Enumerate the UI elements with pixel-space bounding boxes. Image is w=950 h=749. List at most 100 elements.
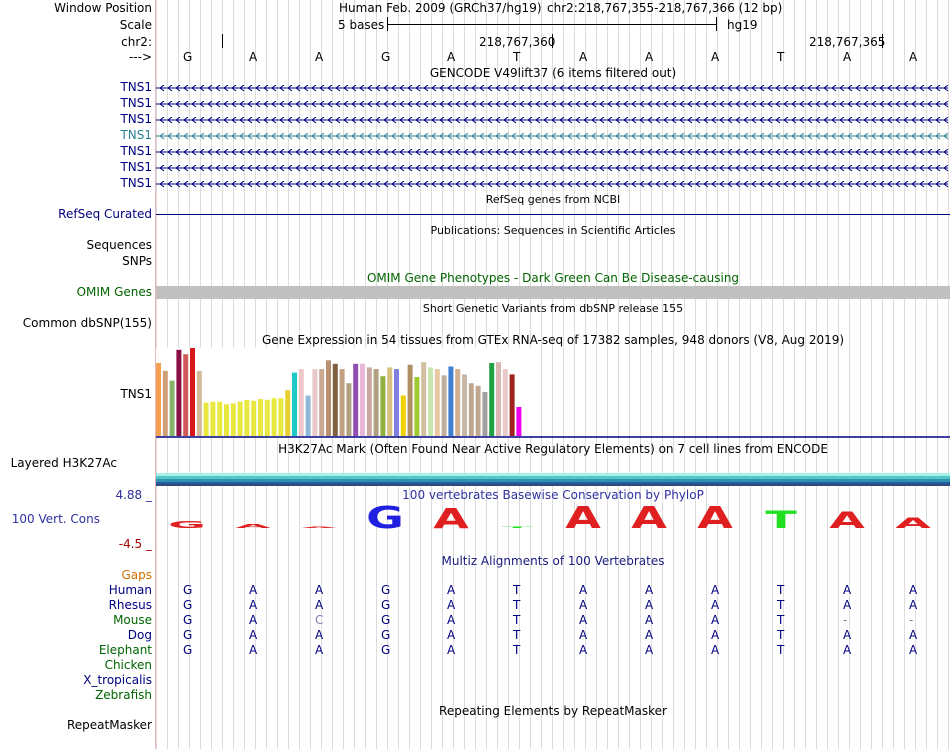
dbsnp-title[interactable]: Short Genetic Variants from dbSNP releas… (422, 302, 684, 315)
gtex-bar[interactable] (462, 374, 467, 436)
gtex-bar[interactable] (251, 400, 257, 436)
gene-label-tns1[interactable]: TNS1 (120, 96, 152, 110)
gtex-bar[interactable] (482, 392, 488, 436)
gtex-bar[interactable] (421, 362, 427, 436)
gene-label-tns1[interactable]: TNS1 (120, 160, 152, 174)
gtex-bar[interactable] (278, 398, 284, 436)
gtex-bar[interactable] (169, 380, 175, 436)
gtex-bar[interactable] (373, 369, 379, 436)
omim-label[interactable]: OMIM Genes (76, 285, 152, 299)
gene-feature[interactable] (156, 165, 948, 172)
track-area[interactable]: Human Feb. 2009 (GRCh37/hg19) chr2:218,7… (156, 0, 950, 749)
gene-feature[interactable] (156, 85, 948, 92)
dbsnp-label[interactable]: Common dbSNP(155) (22, 316, 152, 330)
species-label[interactable]: Dog (127, 628, 152, 642)
omim-feature[interactable] (156, 286, 950, 299)
cons-title[interactable]: 100 vertebrates Basewise Conservation by… (402, 488, 704, 502)
gtex-bar[interactable] (339, 369, 345, 436)
gene-label-tns1[interactable]: TNS1 (120, 144, 152, 158)
gtex-bar[interactable] (190, 348, 195, 436)
refseq-feature[interactable] (156, 214, 950, 215)
gtex-bar[interactable] (326, 360, 331, 436)
species-label[interactable]: X_tropicalis (83, 673, 152, 687)
species-label[interactable]: Human (108, 583, 152, 597)
gtex-bar[interactable] (230, 403, 236, 436)
gtex-bar[interactable] (489, 363, 495, 436)
window-position-label[interactable]: Window Position (54, 1, 152, 15)
gtex-bar[interactable] (441, 375, 447, 436)
gtex-bar[interactable] (502, 369, 508, 436)
gene-feature[interactable] (156, 117, 948, 124)
gtex-bar[interactable] (271, 398, 277, 436)
gtex-label[interactable]: TNS1 (120, 387, 152, 401)
gtex-bar-chart[interactable] (156, 345, 950, 440)
gene-feature[interactable] (156, 101, 948, 108)
gtex-bar[interactable] (475, 385, 481, 436)
publications-title[interactable]: Publications: Sequences in Scientific Ar… (430, 224, 676, 237)
multiz-title[interactable]: Multiz Alignments of 100 Vertebrates (441, 554, 665, 568)
gtex-bar[interactable] (387, 367, 393, 436)
gtex-bar[interactable] (264, 399, 270, 436)
gtex-bar[interactable] (414, 377, 420, 436)
gtex-bar[interactable] (183, 354, 189, 436)
gtex-bar[interactable] (332, 363, 338, 436)
gtex-bar[interactable] (455, 369, 461, 436)
gtex-bar[interactable] (366, 367, 372, 436)
species-label[interactable]: Mouse (113, 613, 152, 627)
species-label[interactable]: Elephant (98, 643, 152, 657)
chr-label[interactable]: chr2: (121, 35, 152, 49)
snps-label[interactable]: SNPs (122, 254, 152, 268)
gtex-bar[interactable] (407, 364, 413, 436)
cons-label[interactable]: 100 Vert. Cons (11, 512, 100, 526)
strand-arrow-label[interactable]: ---> (128, 50, 152, 64)
gene-feature[interactable] (156, 133, 948, 140)
gtex-bar[interactable] (428, 367, 433, 436)
gene-label-tns1[interactable]: TNS1 (120, 128, 152, 142)
omim-title[interactable]: OMIM Gene Phenotypes - Dark Green Can Be… (366, 271, 740, 285)
gtex-bar[interactable] (224, 404, 229, 436)
gencode-title[interactable]: GENCODE V49lift37 (6 items filtered out) (429, 66, 677, 80)
gtex-title[interactable]: Gene Expression in 54 tissues from GTEx … (261, 333, 845, 347)
gtex-bar[interactable] (360, 363, 365, 436)
gaps-label[interactable]: Gaps (121, 568, 152, 582)
refseq-label[interactable]: RefSeq Curated (58, 207, 152, 221)
gene-label-tns1[interactable]: TNS1 (120, 176, 152, 190)
gtex-bar[interactable] (292, 372, 297, 436)
gtex-bar[interactable] (285, 390, 291, 436)
gtex-bar[interactable] (176, 349, 182, 436)
gtex-bar[interactable] (156, 363, 161, 436)
scale-label[interactable]: Scale (119, 18, 152, 32)
gtex-bar[interactable] (434, 369, 440, 436)
h3k27ac-signal[interactable] (156, 473, 950, 486)
repeatmasker-label[interactable]: RepeatMasker (66, 718, 152, 732)
gtex-bar[interactable] (210, 401, 216, 436)
gtex-bar[interactable] (244, 399, 250, 436)
h3k27ac-title[interactable]: H3K27Ac Mark (Often Found Near Active Re… (278, 442, 828, 456)
gtex-bar[interactable] (509, 374, 515, 436)
gtex-bar[interactable] (353, 363, 359, 436)
gtex-bar[interactable] (162, 370, 168, 436)
gtex-bar[interactable] (217, 401, 223, 436)
gtex-bar[interactable] (312, 369, 318, 436)
gtex-bar[interactable] (346, 383, 352, 436)
species-label[interactable]: Chicken (104, 658, 152, 672)
gtex-bar[interactable] (496, 362, 501, 436)
gtex-bar[interactable] (298, 369, 304, 436)
species-label[interactable]: Rhesus (108, 598, 152, 612)
gene-feature[interactable] (156, 181, 948, 188)
species-label[interactable]: Zebrafish (95, 688, 152, 702)
sequences-label[interactable]: Sequences (86, 238, 152, 252)
refseq-title[interactable]: RefSeq genes from NCBI (485, 193, 621, 206)
gtex-bar[interactable] (305, 395, 311, 437)
gtex-bar[interactable] (448, 366, 454, 437)
repeatmasker-title[interactable]: Repeating Elements by RepeatMasker (439, 704, 667, 718)
gene-feature[interactable] (156, 149, 948, 156)
gtex-bar[interactable] (258, 399, 263, 436)
gene-label-tns1[interactable]: TNS1 (120, 80, 152, 94)
gtex-bar[interactable] (196, 370, 202, 436)
gtex-bar[interactable] (516, 407, 522, 436)
gene-label-tns1[interactable]: TNS1 (120, 112, 152, 126)
gtex-bar[interactable] (400, 395, 406, 437)
gtex-bar[interactable] (468, 383, 474, 436)
